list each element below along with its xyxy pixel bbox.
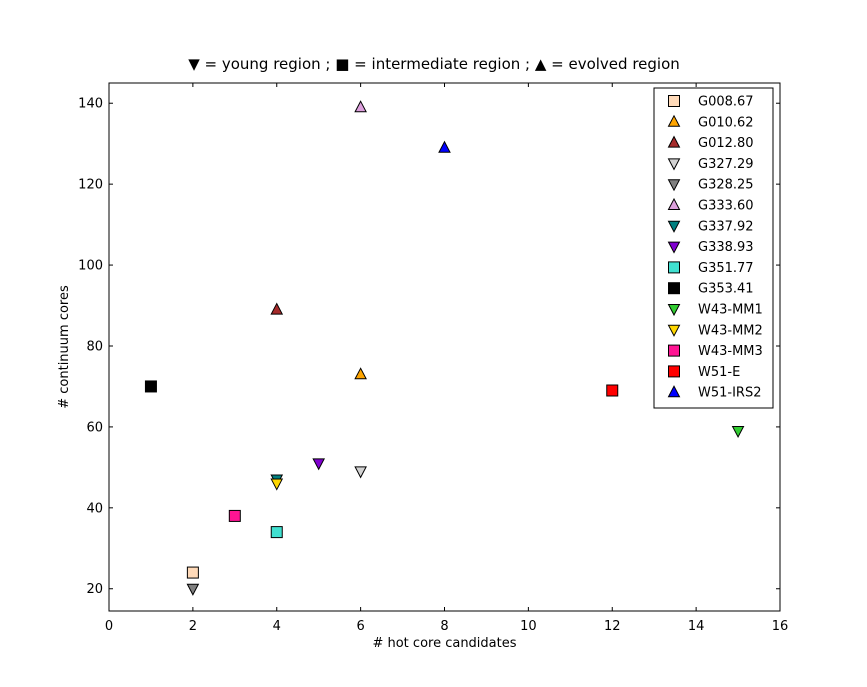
data-point-w51-irs2 (438, 140, 451, 153)
legend-label: W51-IRS2 (698, 386, 761, 401)
x-axis-label: # hot core candidates (372, 636, 516, 651)
legend-marker-g328-25 (667, 179, 681, 192)
legend-label: G333.60 (698, 199, 754, 214)
x-tick-label: 4 (273, 619, 281, 634)
legend-label: W43-MM2 (698, 323, 763, 338)
legend-label: G328.25 (698, 178, 754, 193)
data-point-w43-mm1 (731, 425, 745, 439)
legend-marker-g337-92 (667, 220, 681, 233)
legend-marker-g338-93 (667, 241, 681, 254)
legend-marker-g012-80 (667, 135, 681, 148)
legend: G008.67 G010.62 G012.80 G327.29 G328.25 G333.… (653, 87, 774, 409)
y-tick-label: 20 (86, 582, 103, 597)
y-axis: 20 40 60 80 100 120 140 (78, 97, 780, 597)
data-points (144, 100, 745, 596)
data-point-w51-e (606, 384, 619, 397)
legend-label: G353.41 (698, 282, 754, 297)
data-point-g353-41 (144, 380, 157, 393)
legend-marker-g353-41 (668, 282, 680, 295)
legend-marker-g351-77 (668, 261, 680, 274)
y-axis-label: # continuum cores (57, 285, 72, 409)
data-point-g012-80 (270, 302, 284, 315)
data-point-g338-93 (312, 458, 326, 471)
data-point-g008-67 (186, 566, 199, 579)
legend-marker-w51-e (668, 365, 680, 378)
x-tick-label: 6 (356, 619, 364, 634)
x-axis: 0 2 4 6 8 10 12 14 16 (105, 83, 788, 634)
data-point-g333-60 (354, 100, 367, 113)
y-tick-label: 60 (86, 420, 103, 435)
data-point-w43-mm3 (228, 509, 241, 522)
data-point-w43-mm2 (270, 478, 284, 491)
legend-label: G012.80 (698, 136, 754, 151)
legend-marker-w51-irs2 (667, 385, 681, 398)
legend-marker-g327-29 (667, 158, 681, 171)
x-tick-label: 8 (440, 619, 448, 634)
data-point-g328-25 (186, 583, 200, 596)
legend-label: W43-MM1 (698, 303, 763, 318)
x-tick-label: 16 (772, 619, 789, 634)
x-tick-label: 12 (604, 619, 621, 634)
data-point-g010-62 (354, 367, 367, 380)
legend-label: W51-E (698, 365, 740, 380)
legend-marker-g333-60 (667, 197, 681, 210)
data-point-g327-29 (354, 466, 367, 479)
y-tick-label: 100 (78, 259, 103, 274)
legend-label: G351.77 (698, 261, 754, 276)
chart-title: ▼ = young region ; ■ = intermediate regi… (188, 55, 680, 73)
y-tick-label: 120 (78, 178, 103, 193)
legend-label: G338.93 (698, 240, 754, 255)
x-tick-label: 0 (105, 619, 113, 634)
legend-label: G010.62 (698, 115, 754, 130)
legend-marker-g008-67 (668, 95, 680, 107)
legend-marker-w43-mm1 (667, 304, 681, 317)
y-tick-label: 140 (78, 97, 103, 112)
x-tick-label: 2 (189, 619, 197, 634)
legend-marker-w43-mm2 (667, 324, 681, 337)
legend-label: G008.67 (698, 95, 754, 110)
y-tick-label: 80 (86, 339, 103, 354)
x-tick-label: 10 (520, 619, 537, 634)
legend-marker-g010-62 (667, 114, 681, 127)
data-point-g351-77 (270, 526, 283, 539)
legend-label: G327.29 (698, 157, 754, 172)
legend-marker-w43-mm3 (668, 344, 680, 357)
y-tick-label: 40 (86, 501, 103, 516)
legend-label: W43-MM3 (698, 344, 763, 359)
x-tick-label: 14 (688, 619, 705, 634)
legend-label: G337.92 (698, 219, 754, 234)
